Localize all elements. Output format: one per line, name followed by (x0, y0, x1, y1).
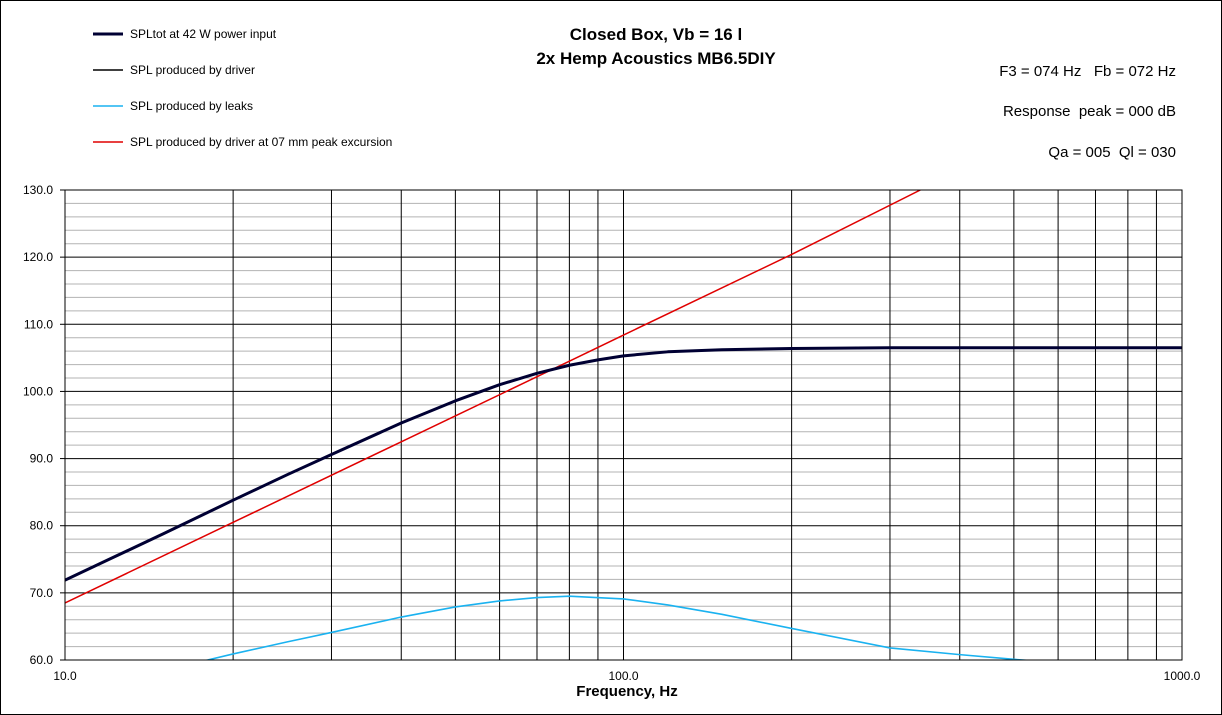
series-leaks-line (203, 595, 1034, 660)
legend-item-driver: SPL produced by driver (93, 52, 392, 88)
chart-title: Closed Box, Vb = 16 l (569, 25, 743, 44)
x-axis-label: Frequency, Hz (576, 683, 678, 700)
legend-label-excursion: SPL produced by driver at 07 mm peak exc… (130, 135, 393, 149)
y-tick-label: 110.0 (24, 317, 53, 331)
y-tick-label: 90.0 (30, 452, 54, 466)
major-gridlines (65, 190, 1182, 660)
y-tick-label: 60.0 (30, 653, 54, 667)
legend-swatch-excursion (93, 141, 123, 143)
legend-item-excursion: SPL produced by driver at 07 mm peak exc… (93, 124, 392, 160)
legend: SPLtot at 42 W power input SPL produced … (93, 16, 392, 160)
legend-label-leaks: SPL produced by leaks (130, 99, 253, 113)
annotation-response-peak: Response peak = 000 dB (1002, 103, 1176, 120)
plot-border (64, 189, 1183, 661)
y-tick-label: 80.0 (30, 519, 54, 533)
y-tick-label: 100.0 (23, 384, 53, 398)
y-tick-label: 130.0 (23, 183, 53, 197)
x-tick-label: 100.0 (608, 669, 638, 683)
series-spltot-line (65, 346, 1182, 582)
legend-label-spltot: SPLtot at 42 W power input (130, 27, 277, 41)
legend-swatch-leaks (93, 105, 123, 107)
y-tick-label: 120.0 (23, 250, 53, 264)
series-excursion-line (65, 190, 921, 604)
x-tick-label: 1000.0 (1164, 669, 1201, 683)
y-tick-label: 70.0 (30, 586, 54, 600)
legend-item-spltot: SPLtot at 42 W power input (93, 16, 392, 52)
annotation-f3-fb: F3 = 074 Hz Fb = 072 Hz (999, 63, 1176, 80)
chart-subtitle: 2x Hemp Acoustics MB6.5DIY (536, 49, 776, 68)
series-layer (65, 190, 1182, 660)
legend-label-driver: SPL produced by driver (130, 63, 255, 77)
annotation-qa-ql: Qa = 005 Ql = 030 (1048, 144, 1176, 161)
legend-item-leaks: SPL produced by leaks (93, 88, 392, 124)
legend-swatch-spltot (93, 32, 123, 36)
tick-labels: 60.0 70.0 80.0 90.0 100.0 110.0 120.0 130.0 10.0… (23, 183, 1201, 683)
x-tick-label: 10.0 (53, 669, 77, 683)
legend-swatch-driver (93, 69, 123, 71)
